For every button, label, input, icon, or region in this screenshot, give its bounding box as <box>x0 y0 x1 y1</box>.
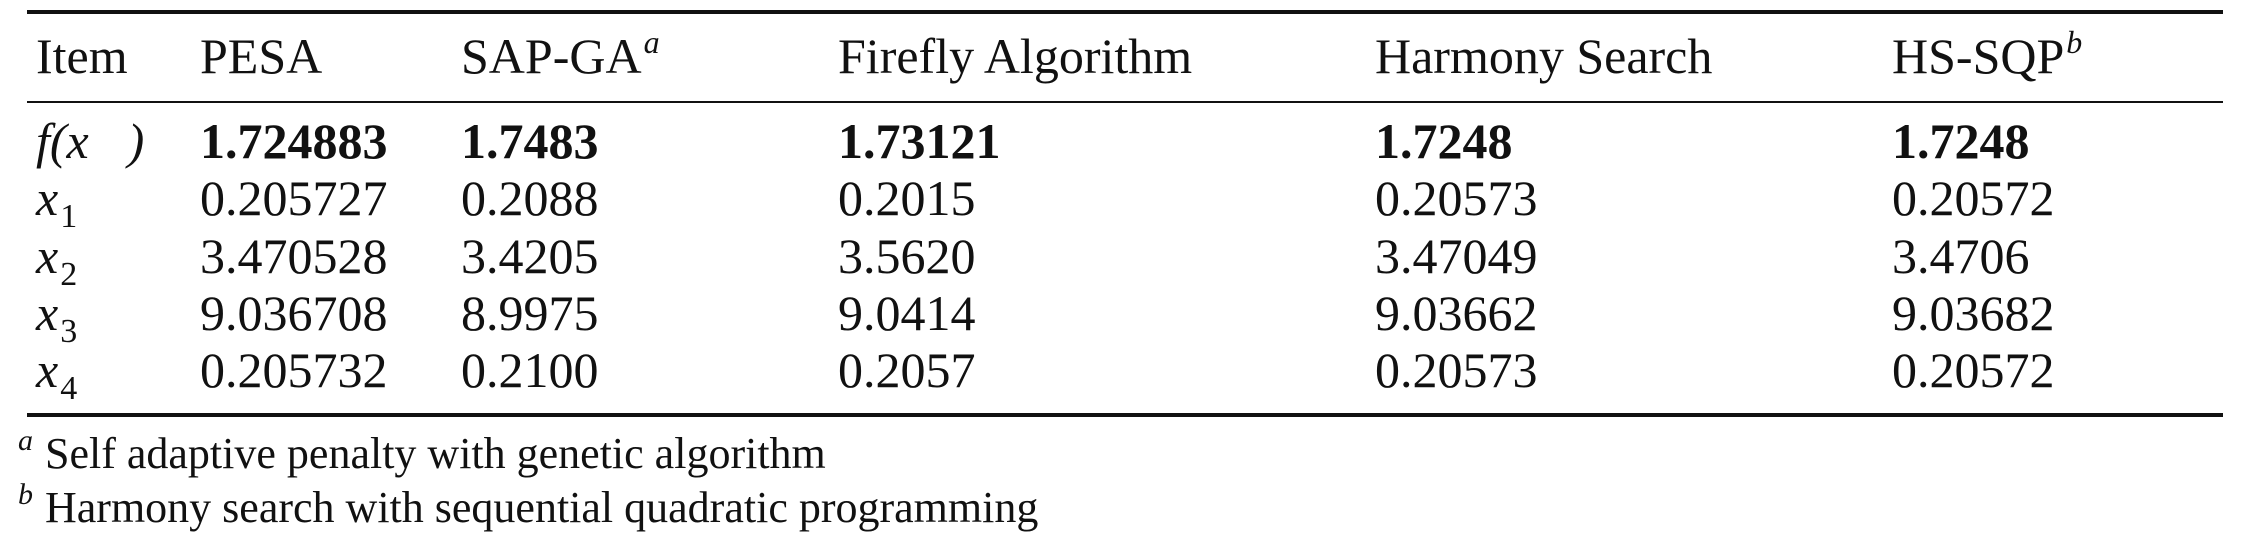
cell-hssqp: 0.20572 <box>1892 170 2055 226</box>
cell-pesa: 9.036708 <box>200 285 388 341</box>
header-firefly: Firefly Algorithm <box>838 28 1193 84</box>
row-label-objective: f(x⃗) <box>36 113 145 169</box>
header-pesa: PESA <box>200 28 323 84</box>
table-header-rule <box>27 101 2223 103</box>
cell-harmony: 3.47049 <box>1375 228 1538 284</box>
row-label-subscript: 3 <box>60 313 78 350</box>
row-label-x4: x4 <box>36 341 78 407</box>
cell-pesa: 1.724883 <box>200 113 388 169</box>
header-sapga-footnote-mark: a <box>643 24 660 60</box>
cell-firefly: 3.5620 <box>838 228 976 284</box>
row-label-subscript: 2 <box>60 256 78 293</box>
footnote-a: a Self adaptive penalty with genetic algo… <box>18 424 826 485</box>
row-label-var: x <box>36 342 59 398</box>
cell-sapga: 1.7483 <box>461 113 599 169</box>
cell-firefly: 9.0414 <box>838 285 976 341</box>
cell-harmony: 1.7248 <box>1375 113 1513 169</box>
row-label-var: x <box>36 285 59 341</box>
cell-hssqp: 0.20572 <box>1892 342 2055 398</box>
cell-pesa: 0.205732 <box>200 342 388 398</box>
header-harmony: Harmony Search <box>1375 28 1713 84</box>
footnote-text: Self adaptive penalty with genetic algor… <box>45 429 826 478</box>
row-label-x3: x3 <box>36 284 78 350</box>
footnote-mark: a <box>18 424 33 457</box>
header-sapga: SAP-GAa <box>461 24 660 91</box>
header-hssqp-label: HS-SQP <box>1892 28 2065 84</box>
header-sapga-label: SAP-GA <box>461 28 642 84</box>
cell-sapga: 3.4205 <box>461 228 599 284</box>
row-label-var: x <box>36 228 59 284</box>
footnote-text: Harmony search with sequential quadratic… <box>45 483 1039 532</box>
cell-pesa: 3.470528 <box>200 228 388 284</box>
row-label-var: x <box>36 170 59 226</box>
header-hssqp-footnote-mark: b <box>2066 24 2083 60</box>
cell-pesa: 0.205727 <box>200 170 388 226</box>
cell-harmony: 0.20573 <box>1375 342 1538 398</box>
cell-sapga: 0.2100 <box>461 342 599 398</box>
table-top-rule <box>27 10 2223 14</box>
table-bottom-rule <box>27 413 2223 417</box>
cell-firefly: 0.2057 <box>838 342 976 398</box>
cell-hssqp: 3.4706 <box>1892 228 2030 284</box>
row-label-subscript: 4 <box>60 370 78 407</box>
cell-harmony: 9.03662 <box>1375 285 1538 341</box>
header-hssqp: HS-SQPb <box>1892 24 2083 91</box>
cell-sapga: 8.9975 <box>461 285 599 341</box>
row-label-subscript: 1 <box>60 198 78 235</box>
cell-hssqp: 1.7248 <box>1892 113 2030 169</box>
header-item: Item <box>36 28 128 84</box>
cell-firefly: 1.73121 <box>838 113 1001 169</box>
row-label-x1: x1 <box>36 169 78 235</box>
cell-hssqp: 9.03682 <box>1892 285 2055 341</box>
cell-harmony: 0.20573 <box>1375 170 1538 226</box>
cell-firefly: 0.2015 <box>838 170 976 226</box>
footnote-mark: b <box>18 478 33 511</box>
row-label-x2: x2 <box>36 227 78 293</box>
cell-sapga: 0.2088 <box>461 170 599 226</box>
footnote-b: b Harmony search with sequential quadrati… <box>18 478 1039 539</box>
